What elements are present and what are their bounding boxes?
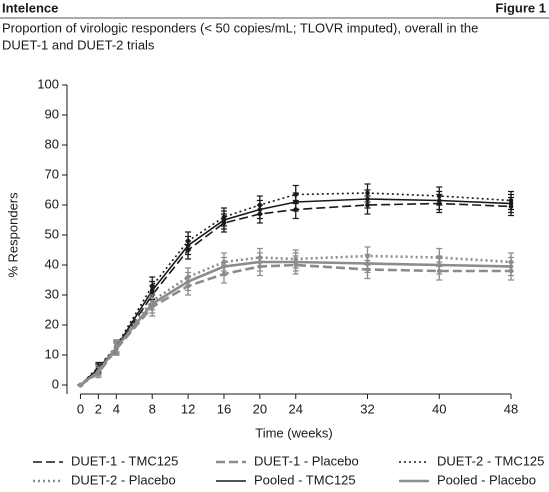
x-tick-label: 2	[95, 401, 102, 416]
y-tick-label: 80	[45, 136, 59, 151]
point	[96, 369, 101, 374]
y-tick-label: 50	[45, 226, 59, 241]
point	[149, 301, 155, 307]
point	[508, 264, 514, 269]
y-tick-label: 30	[45, 286, 59, 301]
series-line	[79, 192, 512, 386]
y-tick-label: 70	[45, 166, 59, 181]
x-tick-label: 20	[253, 401, 267, 416]
y-tick-label: 60	[45, 196, 59, 211]
series-line	[79, 254, 512, 386]
x-tick-label: 8	[149, 401, 156, 416]
legend-label: Pooled - Placebo	[437, 472, 536, 487]
y-tick-label: 20	[45, 316, 59, 331]
series-line	[79, 263, 512, 387]
figure-label: Figure 1	[495, 0, 546, 15]
y-axis-label: % Responders	[5, 192, 20, 278]
legend-label: DUET-2 - TMC125	[437, 453, 544, 468]
x-tick-label: 16	[217, 401, 231, 416]
point	[185, 279, 191, 284]
x-axis-label: Time (weeks)	[255, 425, 333, 440]
x-tick-label: 48	[504, 401, 518, 416]
x-tick-label: 32	[360, 401, 374, 416]
series-line	[79, 198, 512, 386]
point	[149, 288, 155, 293]
point	[365, 261, 370, 266]
subtitle: Proportion of virologic responders (< 50…	[2, 20, 478, 35]
x-tick-label: 24	[289, 401, 303, 416]
point	[257, 259, 263, 265]
legend-label: DUET-1 - Placebo	[254, 453, 359, 468]
legend-label: Pooled - TMC125	[254, 472, 356, 487]
point	[257, 207, 263, 212]
y-tick-label: 100	[37, 76, 59, 91]
legend-label: DUET-1 - TMC125	[71, 453, 178, 468]
header: Intelence	[2, 0, 58, 15]
legend-label: DUET-2 - Placebo	[71, 472, 176, 487]
point	[221, 264, 227, 269]
x-tick-label: 0	[77, 401, 84, 416]
x-tick-label: 40	[432, 401, 446, 416]
series-line	[79, 202, 512, 386]
point	[365, 196, 370, 202]
y-tick-label: 0	[52, 376, 59, 391]
point	[293, 199, 299, 205]
series-line	[79, 260, 512, 387]
y-tick-label: 10	[45, 346, 59, 361]
point	[114, 345, 119, 350]
subtitle: DUET-1 and DUET-2 trials	[2, 37, 155, 52]
y-tick-label: 40	[45, 256, 59, 271]
point	[436, 262, 442, 268]
point	[78, 382, 83, 388]
y-tick-label: 90	[45, 106, 59, 121]
point	[185, 243, 191, 248]
point	[293, 259, 299, 265]
point	[221, 217, 227, 223]
x-tick-label: 4	[113, 401, 120, 416]
x-tick-label: 12	[181, 401, 195, 416]
point	[436, 198, 442, 203]
point	[508, 201, 514, 206]
